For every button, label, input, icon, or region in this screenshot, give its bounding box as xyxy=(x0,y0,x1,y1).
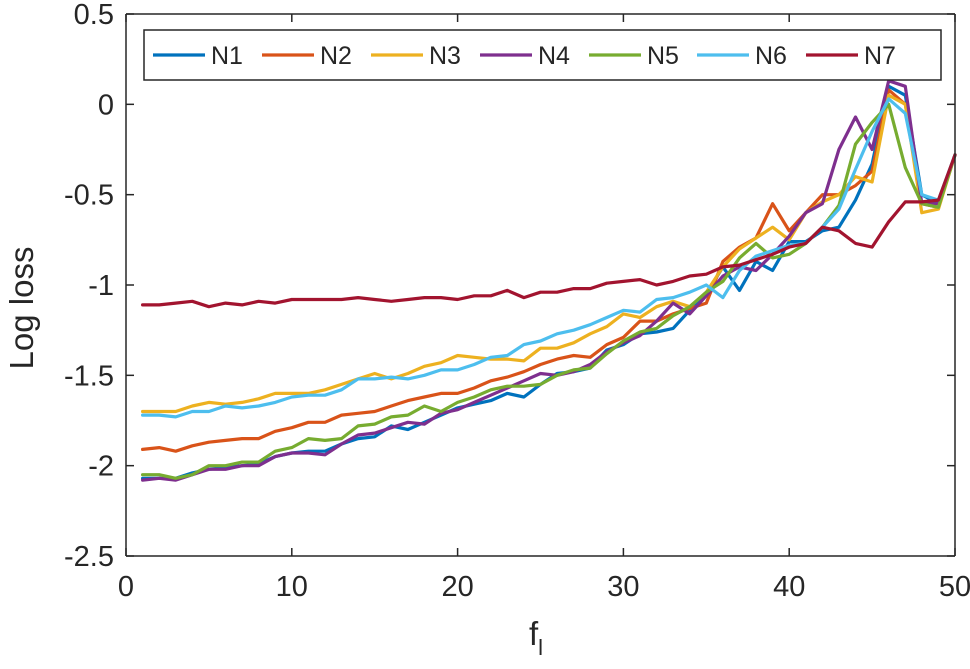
legend-label-n2: N2 xyxy=(320,42,352,70)
x-axis-label-main: f xyxy=(529,615,539,652)
legend-label-n7: N7 xyxy=(864,42,896,70)
legend-label-n5: N5 xyxy=(647,42,679,70)
x-tick-label: 40 xyxy=(773,571,805,603)
y-tick-label: -1 xyxy=(88,270,114,302)
y-tick-label: 0.5 xyxy=(74,0,114,31)
x-tick-label: 10 xyxy=(276,571,308,603)
y-tick-label: -2.5 xyxy=(64,541,114,573)
legend-label-n6: N6 xyxy=(755,42,787,70)
legend-label-n4: N4 xyxy=(538,42,570,70)
series-line-n7 xyxy=(141,153,957,309)
legend-label-n1: N1 xyxy=(211,42,243,70)
x-tick-label: 30 xyxy=(607,571,639,603)
axes xyxy=(125,13,956,557)
series-line-n2 xyxy=(141,88,957,453)
x-tick-label: 0 xyxy=(118,571,134,603)
y-tick-label: -0.5 xyxy=(64,180,114,212)
y-tick-label: -2 xyxy=(88,451,114,483)
x-axis-label-subscript: l xyxy=(538,635,543,660)
x-tick-label: 20 xyxy=(441,571,473,603)
plot-area xyxy=(126,14,955,556)
legend-label-n3: N3 xyxy=(429,42,461,70)
y-tick-label: 0 xyxy=(98,89,114,121)
plot-background xyxy=(126,14,955,556)
series-lines xyxy=(141,79,957,482)
tick-labels: 0 10 20 30 40 50 0.5 0 -0.5 -1 -1.5 -2 -2.5 xyxy=(64,0,970,603)
legend: N1 N2 N3 N4 N5 N6 N7 xyxy=(143,29,942,81)
y-tick-label: -1.5 xyxy=(64,360,114,392)
y-axis-label: Log loss xyxy=(3,247,40,370)
series-line-n4 xyxy=(141,79,957,482)
x-tick-label: 50 xyxy=(939,571,970,603)
x-axis-label: fl xyxy=(529,615,543,660)
